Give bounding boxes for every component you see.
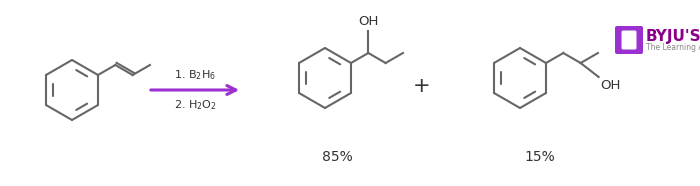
Text: 1. B$_2$H$_6$: 1. B$_2$H$_6$ bbox=[174, 68, 216, 82]
Text: BYJU'S: BYJU'S bbox=[646, 28, 700, 44]
Text: 2. H$_2$O$_2$: 2. H$_2$O$_2$ bbox=[174, 98, 216, 112]
Text: +: + bbox=[413, 76, 430, 96]
Text: OH: OH bbox=[358, 15, 379, 28]
Text: 85%: 85% bbox=[321, 150, 352, 164]
FancyBboxPatch shape bbox=[622, 31, 636, 49]
Text: The Learning App: The Learning App bbox=[646, 42, 700, 52]
Text: OH: OH bbox=[601, 79, 621, 92]
FancyBboxPatch shape bbox=[615, 26, 643, 54]
Text: 15%: 15% bbox=[524, 150, 555, 164]
